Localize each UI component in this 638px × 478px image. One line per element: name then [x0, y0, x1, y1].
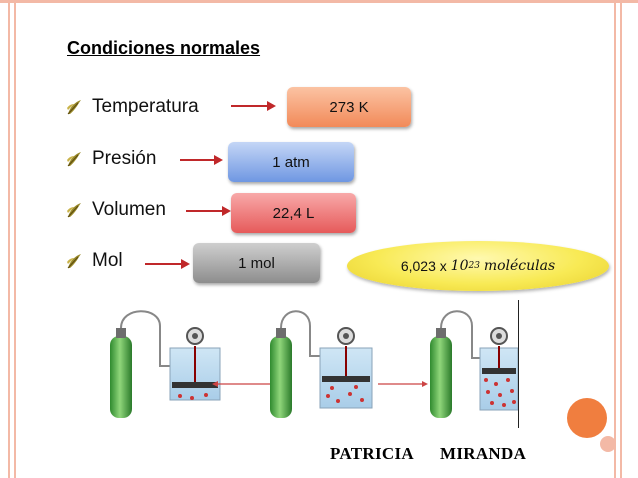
gas-apparatus-illustration — [110, 310, 519, 418]
slide-left-border-inner — [14, 0, 16, 478]
accent-circle-large — [567, 398, 607, 438]
accent-circle-small — [600, 436, 616, 452]
pressure-value-box: 1 atm — [228, 142, 354, 182]
arrow-right-icon — [180, 155, 223, 165]
gas-cylinder-icon — [110, 336, 132, 418]
slide-top-border — [0, 0, 638, 3]
volume-value-box: 22,4 L — [231, 193, 356, 233]
name-right: MIRANDA — [440, 444, 527, 463]
bullet-label-pressure: Presión — [92, 148, 157, 169]
gas-cylinder-icon — [270, 336, 292, 418]
bullet-label-mol: Mol — [92, 250, 123, 271]
gas-cylinder-icon — [430, 336, 452, 418]
apparatus-set-2 — [270, 310, 373, 418]
name-left: PATRICIA — [330, 444, 414, 463]
bullet-temperature: Temperatura — [66, 95, 199, 119]
arrow-right-icon — [186, 206, 231, 216]
apparatus-set-1 — [110, 310, 221, 418]
mol-value-box: 1 mol — [193, 243, 320, 283]
bullet-pressure: Presión — [66, 147, 156, 171]
arrow-right-icon — [231, 101, 276, 111]
slide-right-border — [614, 0, 616, 478]
bullet-volume: Volumen — [66, 198, 166, 222]
molecules-unit: moléculas — [483, 258, 556, 274]
separator-line — [518, 300, 519, 428]
bullet-leaf-icon — [67, 254, 81, 269]
molecules-callout: 6,023 x 10 23 moléculas — [347, 241, 609, 291]
bullet-mol: Mol — [66, 249, 123, 273]
slide-left-border — [8, 0, 10, 478]
molecules-exponent: 23 — [468, 261, 480, 271]
slide-title: Condiciones normales — [67, 38, 261, 58]
bullet-leaf-icon — [67, 152, 81, 167]
molecules-base: 6,023 x — [400, 258, 447, 274]
bullet-leaf-icon — [67, 203, 81, 218]
molecules-mantissa: 10 — [450, 258, 469, 274]
bullet-leaf-icon — [67, 100, 81, 115]
bullet-label-volume: Volumen — [92, 199, 166, 220]
temperature-value-box: 273 K — [287, 87, 411, 127]
bullet-label-temperature: Temperatura — [92, 96, 199, 117]
arrow-right-icon — [145, 259, 190, 269]
slide-right-border-inner — [620, 0, 622, 478]
apparatus-set-3 — [430, 310, 519, 418]
